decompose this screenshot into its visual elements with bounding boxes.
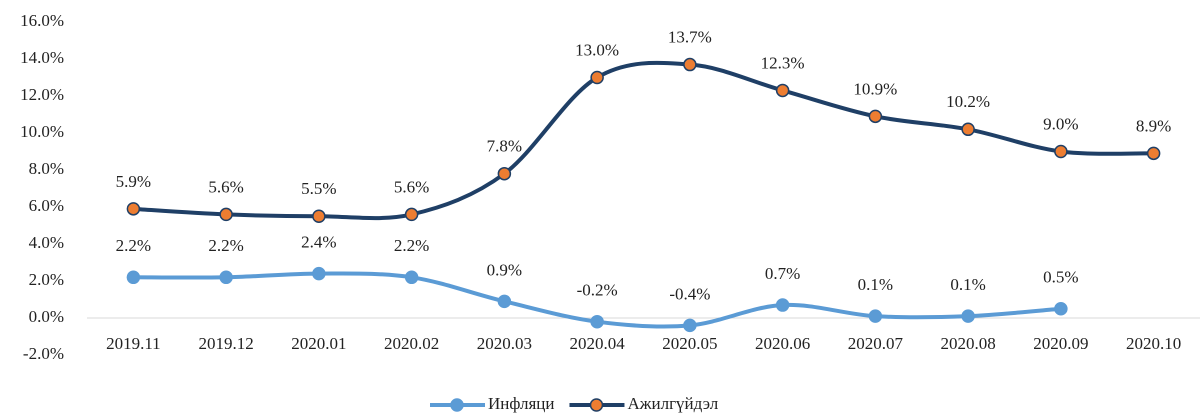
data-label: 10.2% (946, 92, 990, 111)
data-label: 2.2% (394, 236, 429, 255)
data-label: 13.0% (575, 40, 619, 59)
marker (868, 309, 883, 323)
series-line (133, 60, 1154, 221)
marker (590, 70, 604, 85)
data-label: 9.0% (1043, 114, 1078, 133)
data-label: 0.1% (858, 275, 893, 294)
y-tick-label: 0.0% (29, 307, 64, 326)
legend-marker (450, 398, 464, 412)
y-tick-label: 10.0% (20, 122, 64, 141)
x-tick-label: 2020.02 (384, 334, 439, 353)
data-label: 5.6% (208, 177, 243, 196)
y-tick-label: -2.0% (23, 344, 64, 363)
marker (961, 122, 975, 137)
x-tick-label: 2020.09 (1033, 334, 1088, 353)
data-label: 8.9% (1136, 116, 1171, 135)
marker (404, 207, 419, 222)
marker (497, 166, 512, 181)
x-tick-label: 2020.01 (291, 334, 346, 353)
marker (1054, 302, 1068, 316)
x-tick-label: 2020.08 (941, 334, 996, 353)
marker (775, 298, 790, 312)
y-tick-label: 16.0% (20, 11, 64, 30)
data-label: 5.9% (116, 172, 151, 191)
y-tick-label: 12.0% (20, 85, 64, 104)
marker (126, 202, 141, 216)
data-label: 7.8% (487, 137, 522, 156)
marker (404, 270, 419, 285)
data-label: 12.3% (761, 53, 805, 72)
legend-label: Инфляци (488, 394, 554, 413)
data-label: 10.9% (853, 79, 897, 98)
marker (868, 109, 883, 124)
data-label: 0.9% (487, 260, 522, 279)
y-tick-label: 6.0% (29, 196, 64, 215)
marker (590, 314, 604, 329)
x-tick-label: 2020.03 (477, 334, 532, 353)
marker (219, 207, 233, 222)
y-tick-label: 2.0% (29, 270, 64, 289)
marker (1054, 144, 1068, 159)
data-label: 5.5% (301, 179, 336, 198)
y-tick-label: 14.0% (20, 48, 64, 67)
x-tick-label: 2020.04 (570, 334, 626, 353)
data-label: -0.2% (577, 281, 618, 300)
x-tick-label: 2020.07 (848, 334, 904, 353)
marker (1146, 146, 1161, 161)
legend-marker (589, 398, 604, 412)
legend-label: Ажилгүйдэл (627, 394, 718, 413)
data-label: 0.7% (765, 264, 800, 283)
x-tick-label: 2020.05 (662, 334, 717, 353)
marker (219, 270, 233, 285)
marker (961, 309, 975, 323)
x-tick-label: 2019.11 (106, 334, 161, 353)
data-label: 2.2% (116, 236, 151, 255)
data-label: 2.2% (208, 236, 243, 255)
marker (312, 266, 326, 281)
data-label: 13.7% (668, 27, 712, 46)
marker (683, 318, 697, 333)
data-label: 5.6% (394, 177, 429, 196)
x-tick-label: 2019.12 (199, 334, 254, 353)
x-tick-label: 2020.10 (1126, 334, 1181, 353)
data-label: 0.5% (1043, 268, 1078, 287)
y-tick-label: 4.0% (29, 233, 64, 252)
data-label: 2.4% (301, 233, 336, 252)
x-tick-label: 2020.06 (755, 334, 810, 353)
marker (683, 57, 697, 72)
marker (312, 209, 326, 223)
data-label: -0.4% (669, 284, 710, 303)
marker (775, 83, 790, 98)
marker (497, 294, 512, 309)
data-label: 0.1% (950, 275, 985, 294)
marker (126, 270, 141, 285)
y-tick-label: 8.0% (29, 159, 64, 178)
